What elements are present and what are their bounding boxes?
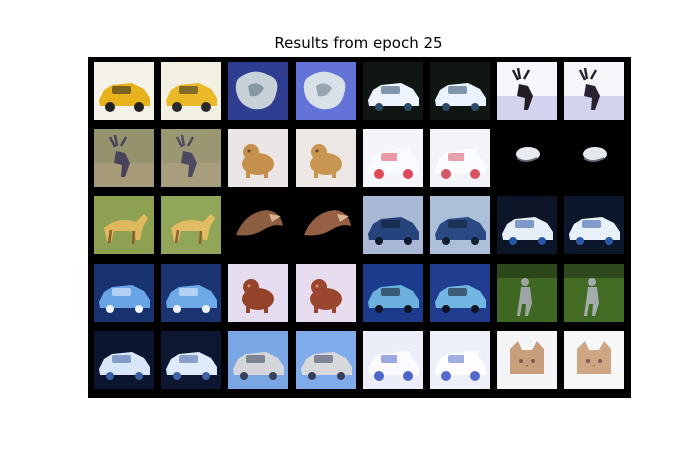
image-tile-r4-c2	[161, 263, 222, 322]
image-tile-art	[564, 330, 625, 389]
image-tile-r1-c8	[564, 62, 625, 120]
image-tile-r3-c7	[497, 196, 558, 255]
image-tile-art	[228, 196, 289, 255]
image-tile-r4-c8	[564, 263, 625, 322]
image-tile-art	[362, 62, 423, 120]
image-tile-r4-c4	[295, 263, 356, 322]
image-tile-art	[161, 62, 222, 120]
image-tile-r1-c1	[94, 62, 154, 120]
image-tile-r5-c1	[94, 330, 154, 389]
image-tile-r2-c3	[228, 129, 289, 188]
image-tile-art	[430, 263, 490, 322]
image-tile-art	[564, 263, 625, 322]
image-tile-art	[228, 263, 289, 322]
image-tile-art	[94, 62, 154, 120]
image-tile-r5-c6	[430, 330, 490, 389]
image-tile-art	[94, 129, 154, 188]
image-tile-art	[94, 196, 154, 255]
image-tile-r3-c8	[564, 196, 625, 255]
image-tile-art	[362, 129, 423, 188]
image-tile-r5-c2	[161, 330, 222, 389]
image-tile-art	[564, 196, 625, 255]
image-tile-r2-c4	[295, 129, 356, 188]
image-tile-r3-c5	[362, 196, 423, 255]
image-tile-art	[430, 62, 490, 120]
image-tile-art	[94, 263, 154, 322]
image-tile-art	[497, 330, 558, 389]
image-tile-art	[430, 330, 490, 389]
image-tile-art	[228, 62, 289, 120]
image-tile-art	[497, 129, 558, 188]
figure-title: Results from epoch 25	[274, 34, 443, 52]
image-tile-art	[295, 129, 356, 188]
image-tile-r1-c7	[497, 62, 558, 120]
image-tile-r2-c5	[362, 129, 423, 188]
image-tile-r4-c7	[497, 263, 558, 322]
image-tile-r1-c2	[161, 62, 222, 120]
image-tile-r5-c7	[497, 330, 558, 389]
image-tile-art	[295, 196, 356, 255]
image-tile-art	[94, 330, 154, 389]
image-tile-art	[497, 62, 558, 120]
image-tile-r4-c5	[362, 263, 423, 322]
image-tile-r5-c4	[295, 330, 356, 389]
image-tile-art	[430, 196, 490, 255]
image-tile-art	[497, 196, 558, 255]
image-tile-art	[430, 129, 490, 188]
image-tile-art	[295, 263, 356, 322]
image-tile-art	[161, 196, 222, 255]
image-tile-art	[362, 196, 423, 255]
image-tile-r2-c8	[564, 129, 625, 188]
image-tile-art	[228, 129, 289, 188]
image-tile-art	[362, 263, 423, 322]
image-tile-r1-c3	[228, 62, 289, 120]
image-tile-r5-c3	[228, 330, 289, 389]
image-tile-r4-c1	[94, 263, 154, 322]
image-tile-r3-c3	[228, 196, 289, 255]
image-tile-r3-c1	[94, 196, 154, 255]
image-tile-r2-c6	[430, 129, 490, 188]
image-tile-r2-c2	[161, 129, 222, 188]
image-tile-art	[295, 62, 356, 120]
image-tile-r5-c8	[564, 330, 625, 389]
image-tile-art	[228, 330, 289, 389]
image-tile-r1-c5	[362, 62, 423, 120]
image-tile-r4-c6	[430, 263, 490, 322]
image-tile-r3-c4	[295, 196, 356, 255]
image-tile-art	[564, 129, 625, 188]
image-tile-art	[564, 62, 625, 120]
image-tile-art	[161, 129, 222, 188]
image-tile-r2-c7	[497, 129, 558, 188]
image-tile-r1-c4	[295, 62, 356, 120]
image-tile-r3-c2	[161, 196, 222, 255]
image-grid-panel	[88, 57, 631, 398]
image-tile-r1-c6	[430, 62, 490, 120]
image-tile-r4-c3	[228, 263, 289, 322]
image-tile-r3-c6	[430, 196, 490, 255]
image-tile-art	[161, 330, 222, 389]
image-tile-r5-c5	[362, 330, 423, 389]
image-tile-art	[161, 263, 222, 322]
image-tile-art	[362, 330, 423, 389]
image-tile-r2-c1	[94, 129, 154, 188]
image-tile-art	[295, 330, 356, 389]
image-tile-art	[497, 263, 558, 322]
